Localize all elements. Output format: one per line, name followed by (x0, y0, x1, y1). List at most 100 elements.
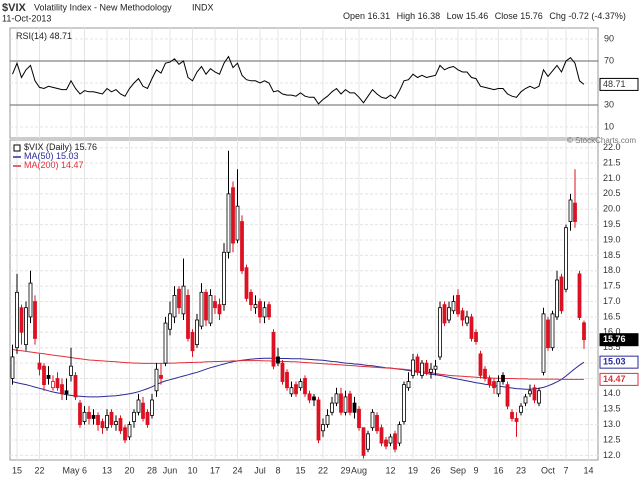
candle-body (100, 421, 105, 429)
candle-body (433, 365, 438, 370)
candle-body (73, 374, 78, 398)
candle-body (118, 418, 123, 432)
ma50-legend: MA(50) 15.03 (24, 151, 79, 161)
candle-body (91, 414, 96, 419)
candle-body (186, 294, 190, 339)
quote-label: Low (447, 11, 464, 21)
x-tick-label: 20 (124, 465, 134, 475)
quote-value: (-4.37%) (591, 11, 626, 21)
candle-body (267, 304, 271, 318)
candle-body (168, 313, 172, 330)
x-tick-label: 26 (430, 465, 440, 475)
exchange: INDX (192, 2, 214, 12)
x-tick-label: Jun (163, 465, 178, 475)
quote: Open 16.31 High 16.38 Low 15.46 Close 15… (343, 11, 626, 21)
candle-body (429, 368, 433, 373)
candle-body (127, 424, 132, 438)
y-tick-label: 90 (604, 33, 614, 43)
candle-body (505, 384, 510, 407)
candle-body (150, 399, 154, 416)
x-tick-label: 19 (408, 465, 418, 475)
legend-value: 15.03 (56, 151, 79, 161)
candle-body (460, 310, 465, 321)
x-tick-label: 28 (147, 465, 157, 475)
candle-body (438, 307, 442, 358)
quote-label: High (397, 11, 416, 21)
value-box-label: 15.76 (603, 334, 626, 344)
x-tick-label: 17 (210, 465, 220, 475)
chart-subtitle: Volatility Index - New Methodology (34, 2, 172, 12)
candle-body (343, 396, 348, 413)
candle-body (262, 307, 267, 318)
candle-body (559, 276, 564, 312)
candle-body (19, 307, 24, 333)
candle-body (289, 387, 294, 395)
candle-body (316, 399, 321, 441)
candle-body (496, 381, 501, 395)
legend-label: MA(200) (24, 160, 59, 170)
candle-body (465, 316, 469, 324)
price-panel (9, 139, 599, 461)
candle-body (78, 402, 82, 426)
candle-body (357, 408, 361, 429)
candle-body (24, 307, 28, 346)
candle-body (321, 424, 325, 432)
candle-body (240, 221, 244, 272)
x-tick-label: 15 (295, 465, 305, 475)
candle-body (285, 371, 289, 389)
x-tick-label: May (62, 465, 80, 475)
candle-body (528, 390, 532, 395)
candle-body (519, 405, 523, 413)
legend-label: RSI(14) (16, 31, 47, 41)
legend-value: 14.47 (61, 160, 84, 170)
candle-body (478, 353, 483, 376)
y-tick-label: 14.0 (603, 388, 621, 398)
candle-body (397, 424, 402, 444)
x-tick-label: 23 (516, 465, 526, 475)
y-tick-label: 18.5 (603, 250, 621, 260)
y-tick-label: 21.0 (603, 173, 621, 183)
candle-body (177, 288, 181, 309)
candle-body (415, 356, 420, 373)
candle-body (46, 374, 51, 379)
candle-body (37, 362, 42, 370)
quote-value: 15.46 (466, 11, 489, 21)
candle-body (154, 368, 159, 392)
candle-body (82, 411, 87, 422)
candle-body (388, 436, 393, 444)
candle-body (172, 294, 177, 318)
x-tick-label: 6 (82, 465, 87, 475)
candle-body (492, 381, 496, 389)
candle-body (145, 411, 150, 426)
candle-body (510, 411, 514, 419)
candle-body (222, 251, 226, 306)
candle-body (352, 402, 357, 413)
x-tick-label: Aug (351, 465, 367, 475)
candle-body (370, 411, 375, 429)
value-box-label: 15.03 (603, 357, 626, 367)
candle-body (474, 331, 478, 342)
candle-body (384, 439, 388, 447)
date: 11-Oct-2013 (2, 13, 51, 23)
x-tick-label: 24 (232, 465, 242, 475)
candle-body (303, 378, 307, 395)
quote-label: Chg (549, 11, 566, 21)
candle-body (348, 393, 352, 413)
rsi-line (12, 55, 585, 105)
candle-body (159, 374, 163, 379)
candle-body (199, 291, 204, 327)
candle-body (181, 285, 186, 315)
x-tick-label: 7 (563, 465, 568, 475)
ma-line (12, 349, 584, 380)
value-box (599, 77, 639, 91)
candle-body (361, 427, 366, 456)
candle-body (537, 390, 541, 404)
candle-body (258, 301, 262, 318)
y-tick-label: 22.0 (603, 142, 621, 152)
quote-value: 15.76 (520, 11, 543, 21)
value-box-label: 14.47 (603, 374, 626, 384)
candle-body (555, 279, 559, 318)
ma200-legend: MA(200) 14.47 (24, 160, 84, 170)
candle-body (406, 381, 411, 389)
